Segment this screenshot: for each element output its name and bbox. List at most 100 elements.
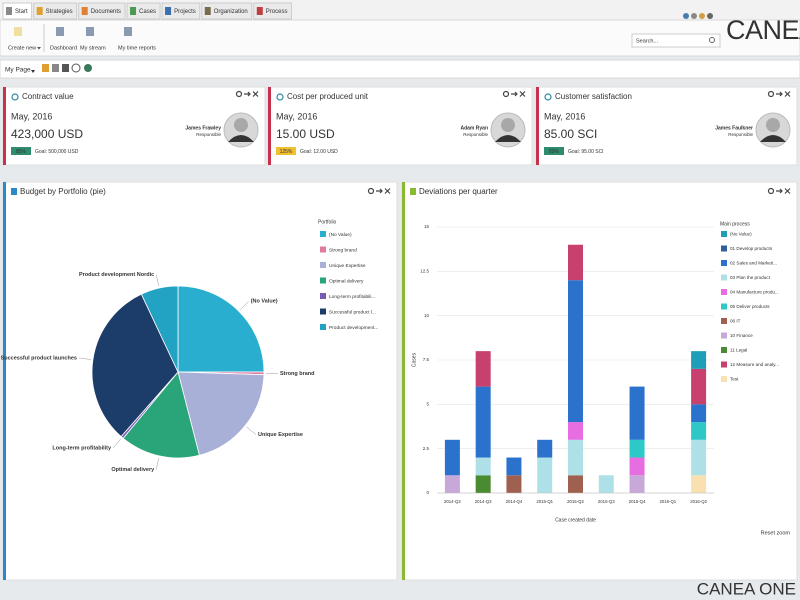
close-icon[interactable]	[384, 188, 391, 194]
reset-zoom[interactable]: Reset zoom	[761, 530, 791, 536]
pie-slice	[177, 371, 265, 456]
move-icon[interactable]	[776, 91, 783, 97]
toolbar	[0, 59, 800, 79]
refresh-icon[interactable]	[502, 90, 510, 98]
x-tick-label: 2016-Q1	[659, 499, 676, 504]
legend-label[interactable]: 01 Develop products	[730, 246, 773, 251]
refresh-icon[interactable]	[235, 90, 243, 98]
x-tick-label: 2016-Q2	[690, 499, 707, 504]
legend-swatch[interactable]	[721, 361, 727, 368]
legend-swatch[interactable]	[320, 262, 326, 268]
tab[interactable]: Process	[253, 2, 292, 20]
legend-label[interactable]: 06 IT	[730, 319, 741, 324]
kpi-badge-label: 85%	[16, 149, 27, 155]
bar-segment	[629, 386, 645, 440]
pie-slice	[177, 285, 265, 373]
legend-swatch[interactable]	[721, 318, 727, 324]
pie-slice	[122, 371, 200, 459]
ribbon-label[interactable]: Create new	[8, 45, 36, 51]
pie-label: Optimal delivery	[111, 467, 155, 473]
pie-label: Unique Expertise	[258, 432, 303, 438]
tab-box	[78, 2, 126, 20]
legend-swatch[interactable]	[320, 277, 326, 284]
legend-label[interactable]: Unique Expertise	[329, 263, 366, 269]
search-box[interactable]	[631, 33, 721, 48]
legend-label[interactable]: Product development...	[329, 325, 378, 331]
legend-swatch[interactable]	[721, 231, 727, 237]
legend-label[interactable]: Successful product l...	[329, 309, 376, 315]
y-tick-label: 5	[426, 402, 429, 407]
legend-title: Main process	[720, 221, 750, 227]
move-icon[interactable]	[244, 91, 251, 97]
kpi-goal: Goal: 12.00 USD	[300, 149, 338, 155]
pie-label: Strong brand	[280, 371, 315, 377]
ribbon-label[interactable]: My stream	[80, 45, 106, 51]
close-icon[interactable]	[784, 91, 791, 97]
legend-swatch[interactable]	[320, 324, 326, 330]
move-icon[interactable]	[376, 188, 383, 194]
kpi-person: James Faulkner	[715, 125, 753, 131]
legend-label[interactable]: 11 Legal	[730, 348, 747, 353]
close-icon[interactable]	[784, 188, 791, 194]
legend-label[interactable]: 05 Deliver products	[730, 304, 770, 309]
close-icon[interactable]	[519, 91, 526, 97]
legend-swatch[interactable]	[320, 308, 326, 315]
legend-swatch[interactable]	[320, 293, 326, 299]
legend-swatch[interactable]	[721, 332, 727, 339]
legend-swatch[interactable]	[320, 246, 326, 253]
panel-icon	[410, 188, 416, 195]
tab[interactable]: Projects	[161, 2, 201, 20]
legend-swatch[interactable]	[721, 260, 727, 266]
legend-swatch[interactable]	[721, 347, 727, 353]
x-tick-label: 2015-Q1	[536, 499, 553, 504]
legend-label[interactable]: Optimal delivery	[329, 278, 364, 284]
ribbon-icon[interactable]	[124, 27, 132, 36]
close-icon[interactable]	[252, 91, 259, 97]
bar-segment	[629, 457, 645, 476]
legend-swatch[interactable]	[320, 231, 326, 237]
ribbon-label[interactable]: Dashboard	[50, 45, 77, 51]
legend-label[interactable]: 04 Manufacture produ...	[730, 290, 779, 295]
kpi-value: 85.00 SCI	[544, 127, 597, 141]
tab[interactable]: Cases	[126, 2, 161, 20]
y-tick-label: 7.5	[423, 357, 430, 362]
move-icon[interactable]	[511, 91, 518, 97]
move-icon[interactable]	[776, 188, 783, 194]
legend-label[interactable]: 02 Sales and Marketi...	[730, 261, 777, 266]
legend-label[interactable]: (No Value)	[730, 232, 752, 237]
logo: CANEA	[726, 15, 800, 45]
legend-swatch[interactable]	[721, 289, 727, 295]
legend-swatch[interactable]	[721, 245, 727, 252]
tab-box	[253, 2, 292, 20]
legend-label[interactable]: Test	[730, 377, 739, 382]
kpi-badge	[544, 147, 564, 155]
refresh-icon[interactable]	[767, 90, 775, 98]
search-placeholder: Search...	[636, 38, 658, 44]
legend-label[interactable]: 03 Plan the product	[730, 275, 771, 280]
kpi-stripe	[536, 87, 539, 165]
ribbon-icon[interactable]	[14, 27, 22, 36]
page-selector[interactable]: My Page	[5, 67, 31, 74]
legend-swatch[interactable]	[721, 274, 727, 281]
tab-label: Start	[15, 9, 28, 15]
legend-swatch[interactable]	[721, 376, 727, 382]
ribbon-label[interactable]: My time reports	[118, 45, 156, 51]
legend-label[interactable]: (No Value)	[329, 232, 352, 238]
refresh-icon[interactable]	[767, 187, 775, 195]
tab-box	[161, 2, 201, 20]
ribbon-icon[interactable]	[56, 27, 64, 36]
refresh-icon[interactable]	[367, 187, 375, 195]
kpi-person: Adam Ryan	[460, 125, 488, 131]
legend-label[interactable]: 10 Finance	[730, 333, 753, 338]
legend-swatch[interactable]	[721, 303, 727, 310]
tab[interactable]: Start	[2, 2, 33, 20]
tab[interactable]: Documents	[78, 2, 126, 20]
legend-label[interactable]: 12 Measure and analy...	[730, 362, 779, 367]
tab[interactable]: Organization	[201, 2, 253, 20]
tab-label: Strategies	[46, 9, 73, 15]
legend-label[interactable]: Strong brand	[329, 247, 357, 253]
ribbon-icon[interactable]	[86, 27, 94, 36]
legend-label[interactable]: Long-term profitabili...	[329, 294, 375, 300]
tab[interactable]: Strategies	[33, 2, 78, 20]
bar-segment	[537, 457, 553, 493]
